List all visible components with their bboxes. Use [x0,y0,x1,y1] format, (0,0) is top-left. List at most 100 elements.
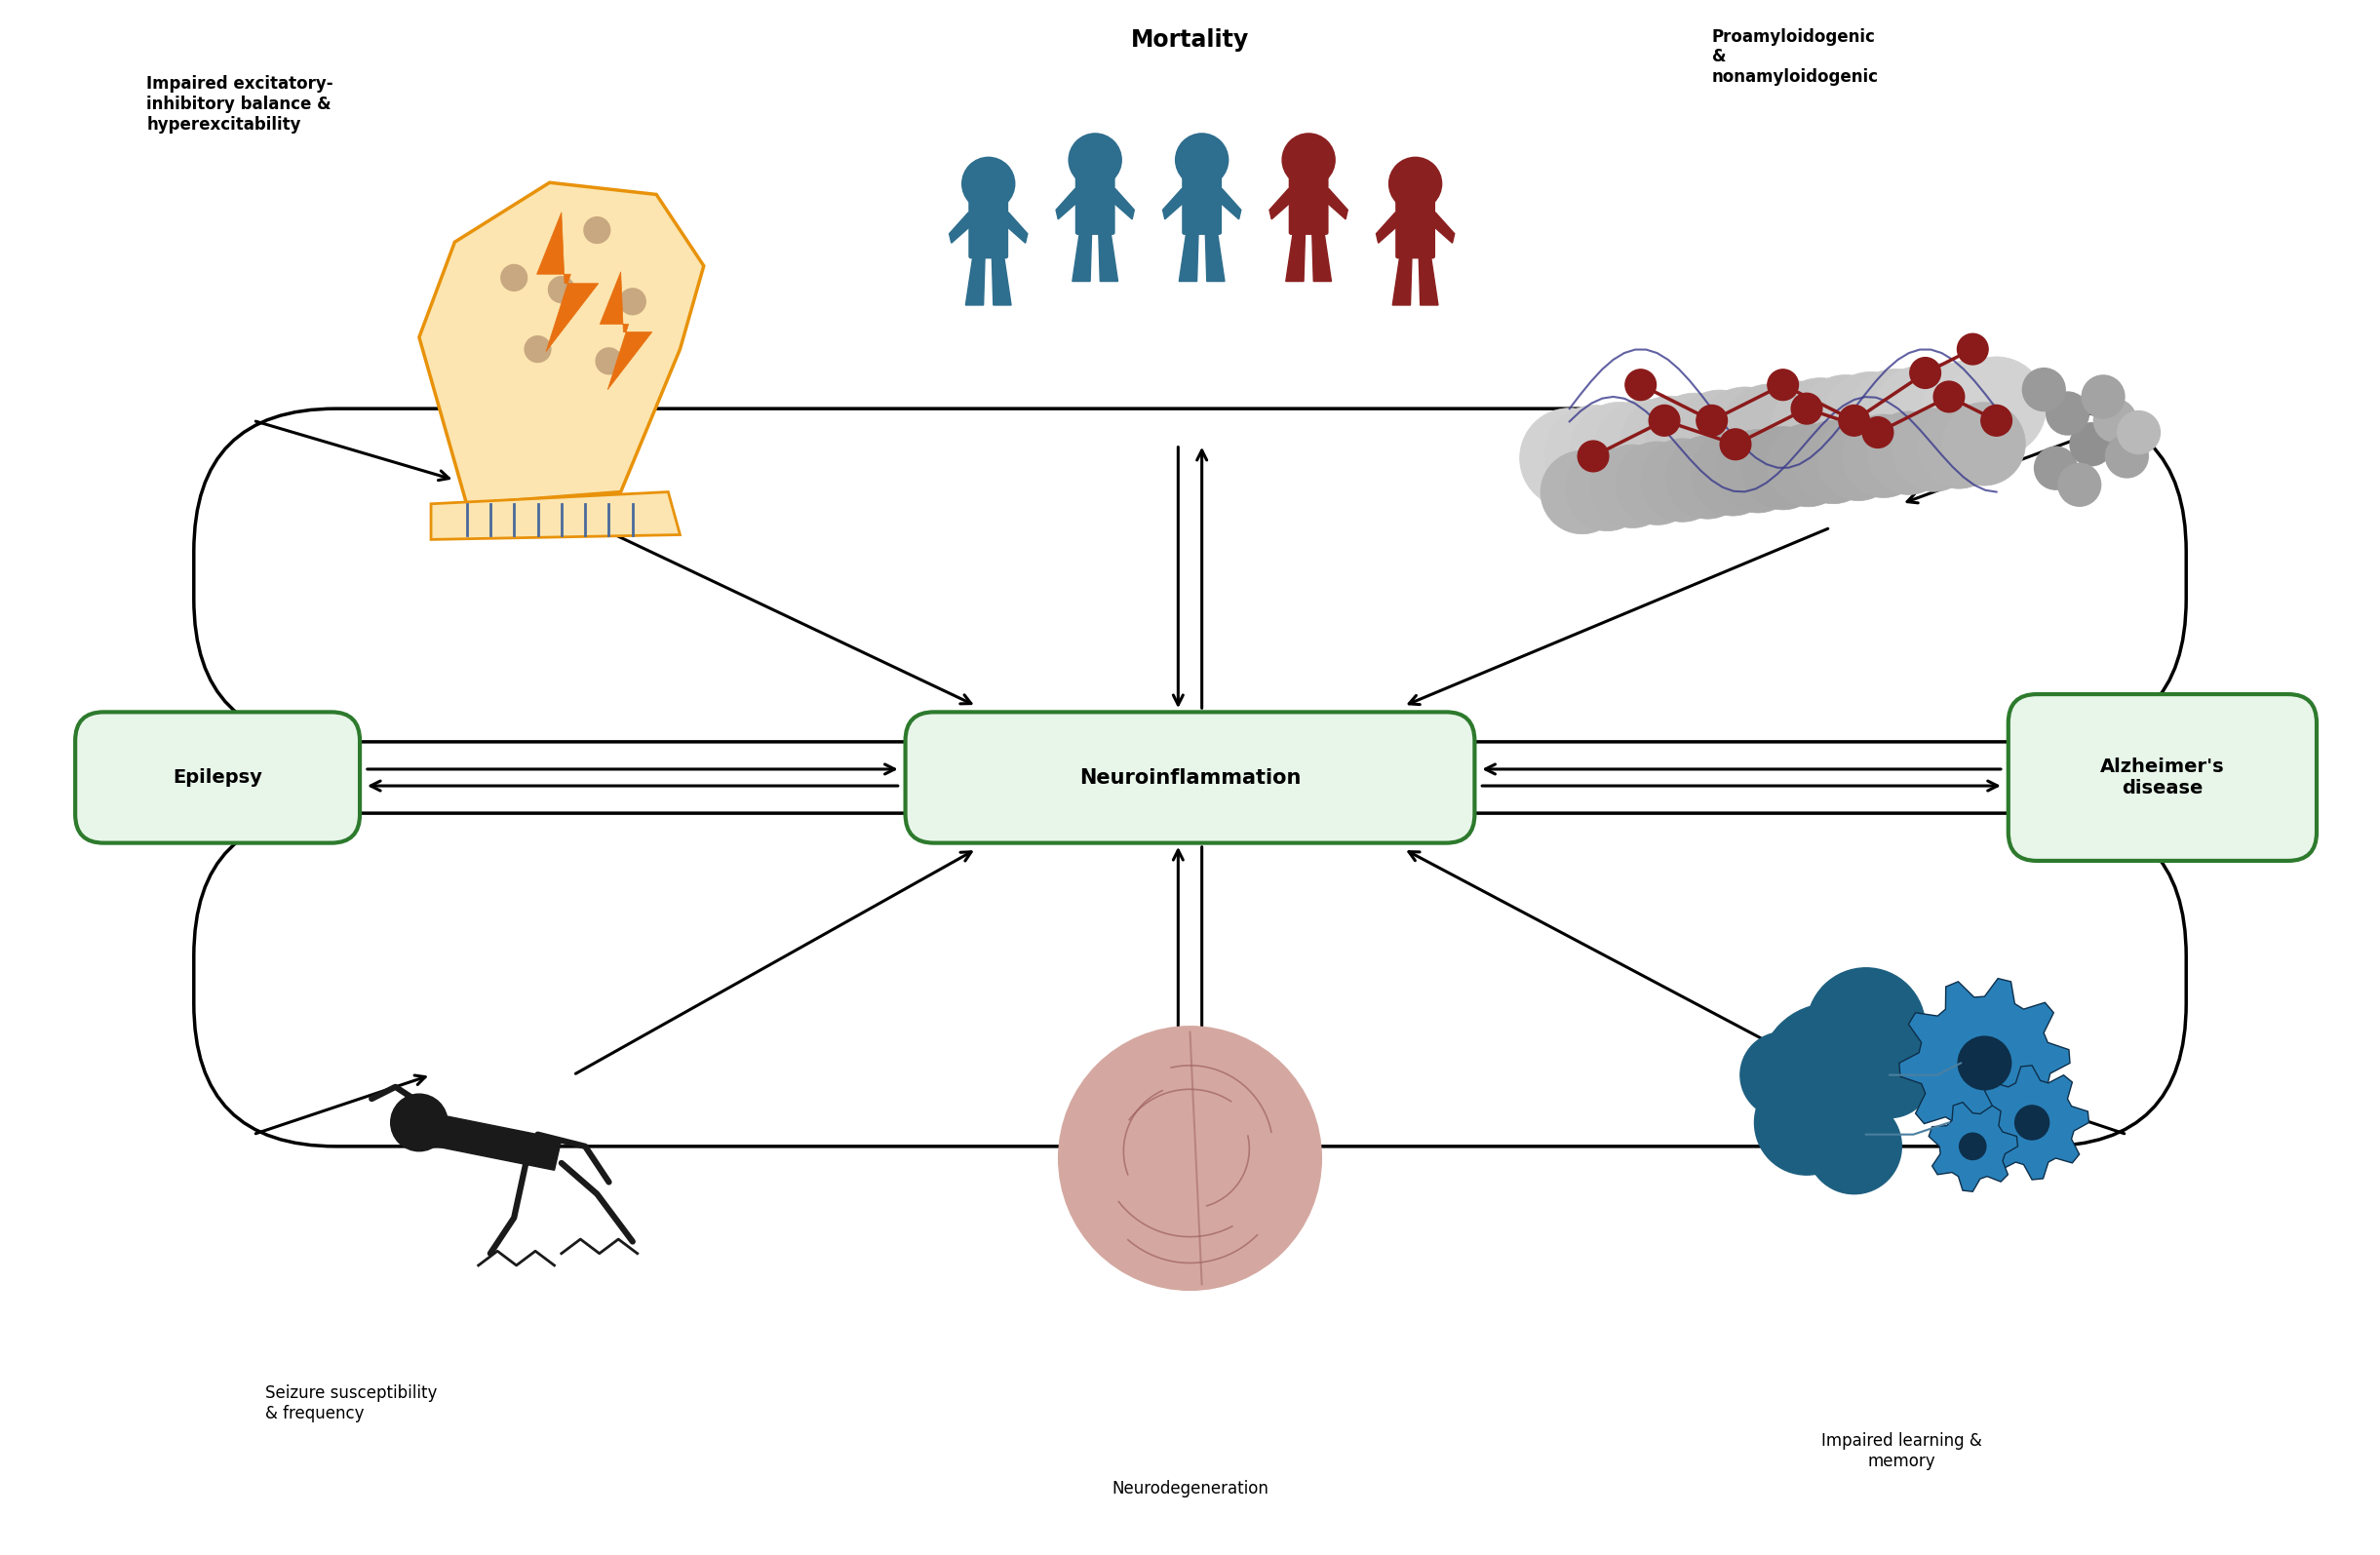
Circle shape [1671,390,1771,490]
Circle shape [1640,439,1723,522]
Circle shape [1980,404,2011,435]
Polygon shape [600,272,652,390]
Polygon shape [1899,978,2071,1148]
Circle shape [1621,397,1721,496]
Circle shape [2035,446,2078,490]
Circle shape [1280,132,1335,187]
Circle shape [1821,372,1921,471]
Text: Mortality: Mortality [1130,28,1250,51]
Circle shape [1697,404,1728,435]
Circle shape [2071,423,2113,466]
Polygon shape [1100,233,1119,281]
Polygon shape [1428,213,1454,243]
FancyBboxPatch shape [904,712,1476,843]
Circle shape [1521,407,1618,508]
Circle shape [595,348,621,375]
Circle shape [1590,445,1673,527]
Circle shape [390,1095,447,1151]
Circle shape [2094,400,2137,442]
Polygon shape [431,491,681,540]
Circle shape [1864,417,1892,448]
Polygon shape [1002,213,1028,243]
FancyBboxPatch shape [1395,197,1435,258]
Circle shape [1892,409,1975,491]
Circle shape [1666,435,1749,519]
Text: Alzheimer's
disease: Alzheimer's disease [2099,757,2225,798]
Circle shape [2016,1106,2049,1140]
Polygon shape [992,257,1012,305]
Circle shape [1540,451,1623,533]
Circle shape [1571,403,1668,502]
Polygon shape [1214,188,1240,219]
Polygon shape [1164,188,1190,219]
Polygon shape [950,213,976,243]
Text: Impaired excitatory-
inhibitory balance &
hyperexcitability: Impaired excitatory- inhibitory balance … [148,76,333,134]
Text: Impaired learning &
memory: Impaired learning & memory [1821,1432,1983,1469]
Polygon shape [436,1115,562,1171]
FancyBboxPatch shape [2009,694,2316,861]
Polygon shape [1928,1102,2018,1191]
Circle shape [1759,1003,1902,1146]
Circle shape [1959,1134,1985,1160]
Circle shape [1947,356,2047,457]
Polygon shape [1975,1065,2090,1180]
Polygon shape [538,213,597,351]
Circle shape [1176,132,1228,187]
Polygon shape [1204,233,1226,281]
Polygon shape [1178,233,1197,281]
FancyBboxPatch shape [1183,174,1221,235]
Circle shape [1721,384,1821,484]
Circle shape [2023,369,2066,411]
Circle shape [1388,157,1442,211]
Circle shape [1740,1033,1825,1118]
Circle shape [1545,406,1645,505]
Circle shape [1933,381,1963,412]
Polygon shape [1311,233,1330,281]
FancyBboxPatch shape [1288,174,1328,235]
Circle shape [1959,1037,2011,1090]
Circle shape [1692,432,1773,516]
Polygon shape [1321,188,1347,219]
Circle shape [1942,403,2025,485]
Circle shape [1847,369,1947,468]
Circle shape [1745,381,1844,480]
Polygon shape [1285,233,1304,281]
Circle shape [1847,1033,1933,1118]
Circle shape [2047,392,2090,435]
Polygon shape [1073,233,1092,281]
Circle shape [1742,426,1825,510]
Circle shape [1649,404,1680,435]
Circle shape [1842,414,1925,498]
Circle shape [1716,429,1799,513]
Circle shape [1771,378,1871,477]
Polygon shape [419,182,704,504]
Circle shape [1806,1099,1902,1194]
Text: Epilepsy: Epilepsy [174,768,262,787]
Circle shape [1721,429,1752,460]
Circle shape [547,277,574,303]
Circle shape [1578,440,1609,471]
FancyBboxPatch shape [1076,174,1116,235]
Circle shape [1695,387,1795,487]
Circle shape [500,264,526,291]
Circle shape [1816,417,1899,501]
Circle shape [1626,370,1656,400]
Text: Proamyloidogenic
&
nonamyloidogenic: Proamyloidogenic & nonamyloidogenic [1711,28,1878,86]
Circle shape [1768,370,1799,400]
Text: Seizure susceptibility
& frequency: Seizure susceptibility & frequency [264,1384,438,1423]
Circle shape [583,218,609,243]
Circle shape [1918,406,1999,488]
Circle shape [1866,412,1949,494]
FancyBboxPatch shape [969,197,1009,258]
Circle shape [1059,1028,1321,1289]
FancyBboxPatch shape [76,712,359,843]
Circle shape [1797,375,1894,474]
Circle shape [1956,334,1987,364]
Circle shape [1921,359,2021,460]
Polygon shape [1269,188,1295,219]
Circle shape [1909,358,1940,389]
Polygon shape [966,257,985,305]
Circle shape [2082,375,2125,418]
Circle shape [1616,442,1699,526]
Circle shape [1069,132,1121,187]
